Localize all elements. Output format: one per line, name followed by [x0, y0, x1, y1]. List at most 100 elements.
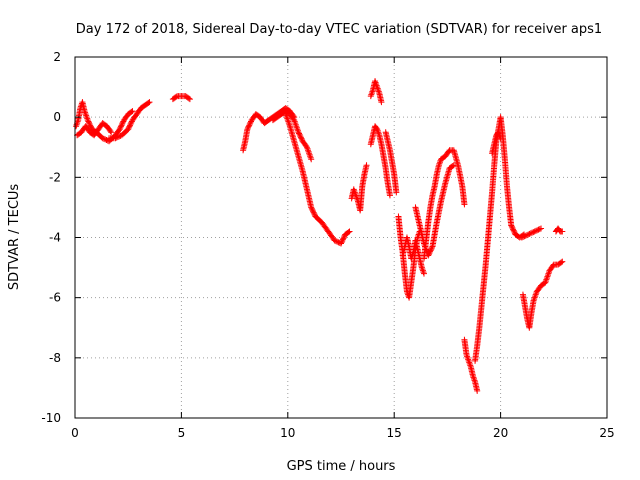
data-point [375, 88, 382, 95]
data-segment [472, 114, 528, 364]
data-point [532, 293, 539, 300]
data-segment [489, 129, 504, 157]
data-point [363, 162, 370, 169]
data-point [511, 228, 518, 235]
data-point [393, 189, 400, 196]
data-point [368, 90, 375, 97]
data-segment [367, 78, 385, 106]
data-point [375, 130, 382, 137]
data-point [286, 121, 293, 128]
y-tick-label: -4 [49, 231, 61, 245]
data-point [544, 272, 551, 279]
data-point [529, 229, 536, 236]
data-point [497, 135, 504, 142]
data-point [508, 222, 515, 229]
data-segment [169, 93, 193, 103]
data-point [558, 259, 565, 266]
data-point [308, 156, 315, 163]
data-point [418, 264, 425, 271]
data-point [508, 223, 515, 230]
data-point [435, 162, 442, 169]
data-point [531, 294, 538, 301]
data-point [341, 234, 348, 241]
data-point [108, 129, 115, 136]
data-point [310, 209, 317, 216]
data-point [306, 150, 313, 157]
data-point [116, 133, 123, 140]
data-point [87, 122, 94, 129]
data-point [127, 122, 134, 129]
data-segment [399, 234, 427, 277]
data-point [436, 160, 443, 167]
data-point [74, 118, 81, 125]
data-point [346, 228, 353, 235]
data-point [309, 206, 316, 213]
data-point [84, 117, 91, 124]
data-segment [74, 120, 115, 139]
data-point [244, 126, 251, 133]
data-point [525, 231, 532, 238]
data-point [245, 123, 252, 130]
data-point [128, 119, 135, 126]
data-point [338, 240, 344, 247]
data-point [543, 275, 550, 282]
data-point [83, 112, 90, 119]
data-segment [519, 258, 566, 331]
x-tick-label: 10 [280, 426, 295, 440]
data-point [119, 119, 126, 126]
data-point [303, 143, 310, 150]
data-point [449, 163, 456, 170]
data-point [470, 374, 477, 381]
data-points [73, 78, 566, 394]
data-point [467, 362, 474, 369]
x-tick-label: 0 [71, 426, 79, 440]
data-point [186, 96, 193, 103]
data-point [530, 229, 537, 236]
data-point [125, 124, 132, 131]
data-point [368, 91, 375, 98]
data-point [119, 121, 126, 128]
data-point [82, 111, 89, 118]
data-point [338, 239, 345, 246]
data-point [367, 93, 374, 100]
data-point [310, 208, 317, 215]
data-point [107, 128, 114, 135]
data-point [293, 124, 300, 131]
data-point [118, 122, 125, 129]
data-point [536, 226, 543, 233]
data-point [331, 237, 338, 244]
data-point [534, 227, 541, 234]
data-point [129, 108, 136, 115]
data-point [126, 123, 133, 130]
data-point [420, 269, 427, 276]
data-point [145, 99, 152, 106]
data-point [461, 201, 468, 208]
data-point [306, 151, 313, 158]
data-point [465, 357, 472, 364]
data-point [419, 266, 426, 273]
data-segment [348, 162, 370, 214]
data-point [469, 372, 476, 379]
data-point [340, 235, 347, 242]
data-point [295, 129, 302, 136]
data-point [114, 134, 121, 141]
data-point [531, 296, 538, 303]
data-point [307, 153, 314, 160]
data-point [559, 228, 566, 235]
data-point [339, 236, 346, 243]
data-point [345, 229, 352, 236]
data-point [466, 360, 473, 367]
data-point [427, 247, 434, 254]
y-tick-label: -10 [41, 411, 61, 425]
data-point [523, 232, 530, 239]
data-point [332, 238, 339, 245]
data-point [298, 135, 305, 142]
data-point [82, 109, 89, 116]
data-point [308, 204, 315, 211]
y-tick-label: 2 [53, 50, 61, 64]
data-point [427, 248, 434, 255]
data-segment [461, 336, 481, 394]
data-point [510, 226, 517, 233]
data-point [531, 228, 538, 235]
